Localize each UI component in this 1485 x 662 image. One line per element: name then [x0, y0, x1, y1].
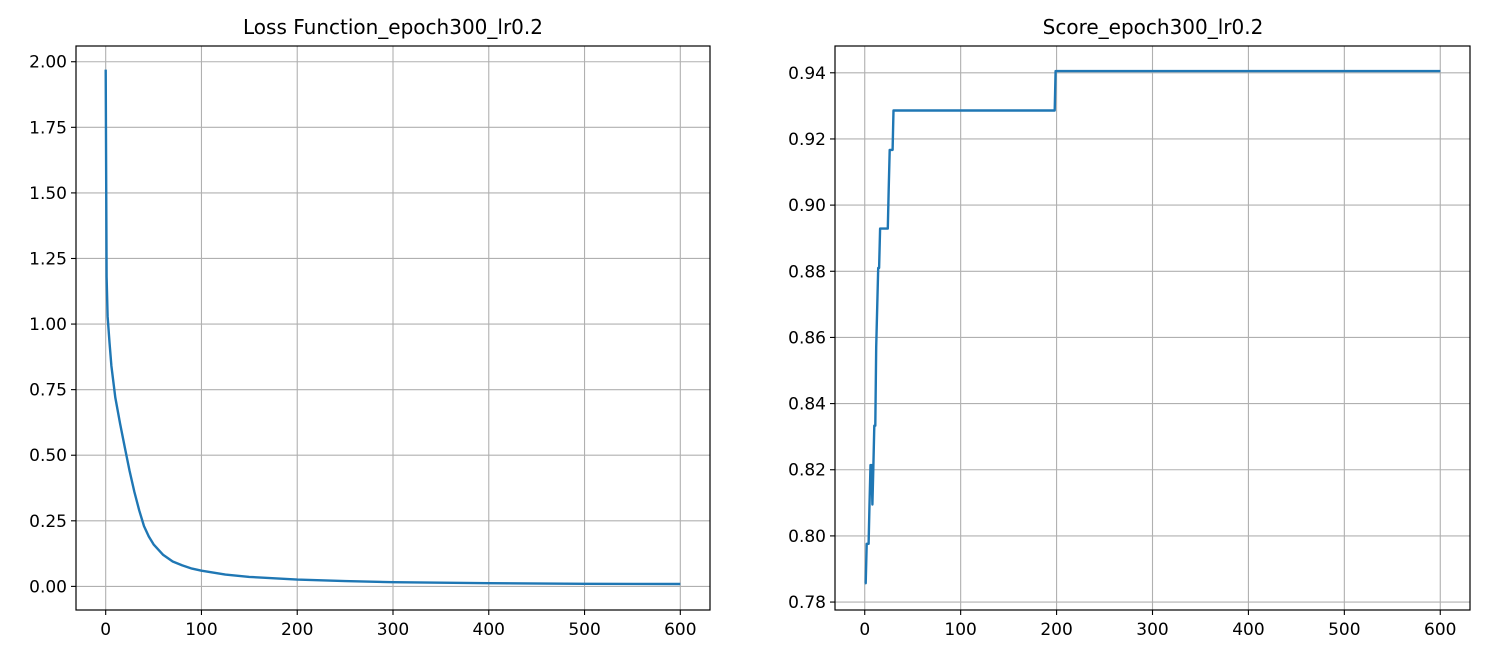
- x-tick-label: 400: [1232, 620, 1264, 640]
- x-tick-label: 100: [944, 620, 976, 640]
- x-tick-marks: 0 100 200 300 400 500 600: [100, 610, 697, 640]
- y-tick-label: 0.88: [788, 262, 826, 282]
- series-line: [104, 69, 681, 586]
- y-tick-label: 0.78: [788, 593, 826, 613]
- x-tick-label: 200: [281, 620, 313, 640]
- y-tick-label: 0.90: [788, 196, 826, 216]
- y-tick-label: 0.75: [29, 381, 67, 401]
- y-tick-label: 0.84: [788, 395, 826, 415]
- loss-function-chart: Loss Function_epoch300_lr0.2 0 100 200 300 4…: [29, 15, 711, 640]
- x-tick-label: 400: [473, 620, 505, 640]
- series-lines: [104, 69, 681, 586]
- y-tick-label: 1.75: [29, 118, 67, 138]
- plot-frame: [75, 45, 711, 611]
- x-tick-label: 300: [377, 620, 409, 640]
- y-tick-marks: 0.78 0.80 0.82 0.84 0.86 0.88 0.90 0.92 0.94: [788, 64, 835, 613]
- y-tick-label: 0.92: [788, 130, 826, 150]
- y-tick-label: 1.00: [29, 315, 67, 335]
- chart-title: Score_epoch300_lr0.2: [1043, 15, 1264, 39]
- score-chart: Score_epoch300_lr0.2 0 100 200 300 400 500 600…: [788, 15, 1471, 640]
- x-tick-label: 200: [1040, 620, 1072, 640]
- grid-lines: [76, 46, 710, 610]
- y-tick-label: 0.25: [29, 512, 67, 532]
- x-tick-label: 300: [1136, 620, 1168, 640]
- y-tick-label: 0.94: [788, 64, 826, 84]
- y-tick-marks: 0.00 0.25 0.50 0.75 1.00 1.25 1.50 1.75 2.00: [29, 53, 76, 597]
- y-tick-label: 0.00: [29, 577, 67, 597]
- y-tick-label: 1.50: [29, 184, 67, 204]
- y-tick-label: 0.86: [788, 328, 826, 348]
- plot-frame: [834, 45, 1471, 611]
- x-tick-label: 600: [664, 620, 696, 640]
- y-tick-label: 0.50: [29, 446, 67, 466]
- chart-title: Loss Function_epoch300_lr0.2: [243, 15, 543, 39]
- x-tick-label: 600: [1424, 620, 1456, 640]
- x-tick-label: 0: [859, 620, 870, 640]
- y-tick-label: 0.80: [788, 527, 826, 547]
- x-tick-label: 0: [100, 620, 111, 640]
- x-tick-marks: 0 100 200 300 400 500 600: [859, 610, 1456, 640]
- series-lines: [864, 69, 1441, 585]
- x-tick-label: 500: [1328, 620, 1360, 640]
- y-tick-label: 0.82: [788, 461, 826, 481]
- x-tick-label: 500: [568, 620, 600, 640]
- series-line: [864, 69, 1441, 585]
- y-tick-label: 1.25: [29, 249, 67, 269]
- y-tick-label: 2.00: [29, 53, 67, 73]
- grid-lines: [835, 46, 1470, 610]
- x-tick-label: 100: [185, 620, 217, 640]
